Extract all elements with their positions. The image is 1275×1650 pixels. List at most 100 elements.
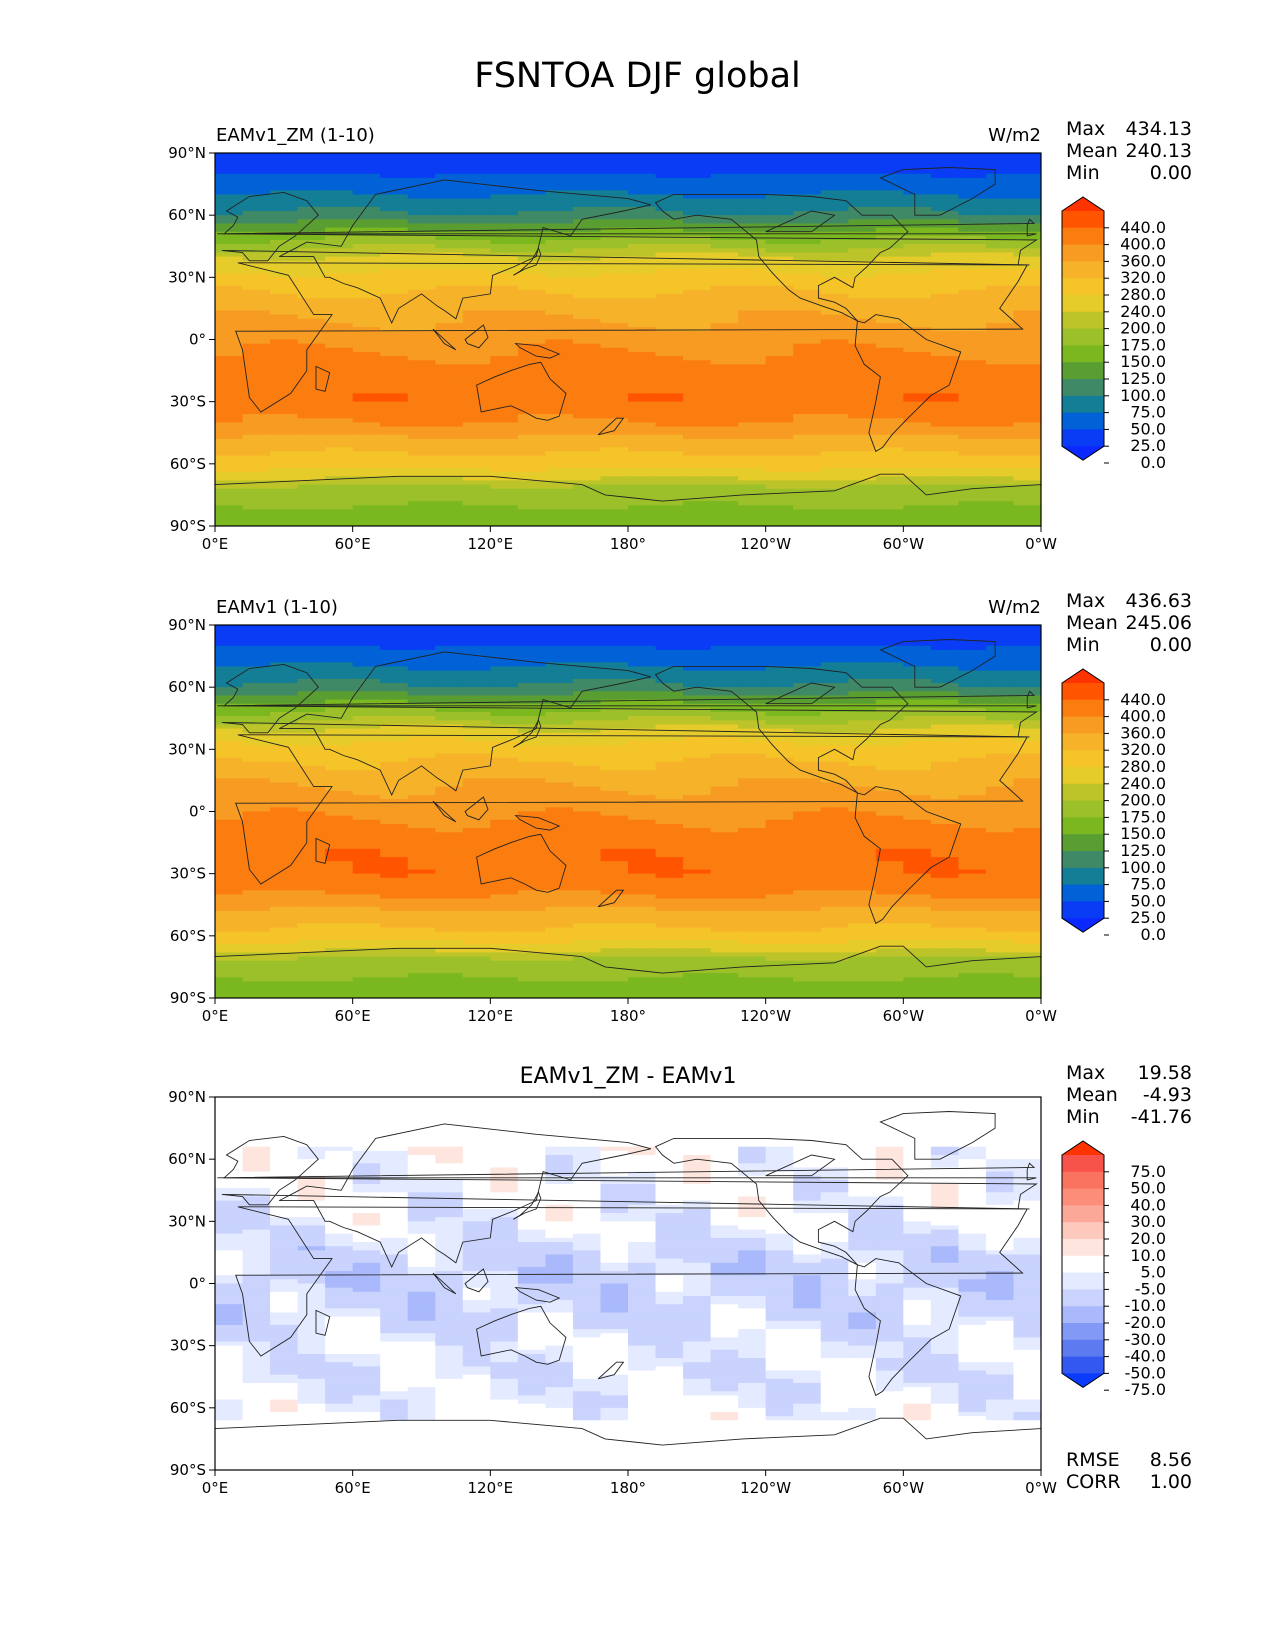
field-cell xyxy=(985,691,1015,697)
field-cell xyxy=(517,244,546,249)
field-cell xyxy=(297,169,326,175)
field-cell xyxy=(572,513,602,519)
field-cell xyxy=(738,745,767,750)
field-cell xyxy=(738,649,767,655)
field-cell xyxy=(600,869,629,875)
field-cell xyxy=(352,459,381,465)
field-cell xyxy=(738,910,767,916)
field-cell xyxy=(985,732,1015,738)
field-cell xyxy=(572,169,602,175)
field-cell xyxy=(352,765,381,771)
field-cell xyxy=(297,426,326,432)
field-cell xyxy=(490,505,519,511)
field-cell xyxy=(600,807,629,813)
field-cell xyxy=(875,674,904,680)
field-cell xyxy=(985,861,1015,866)
field-cell xyxy=(930,368,959,374)
field-cell xyxy=(848,248,877,254)
field-cell xyxy=(958,865,987,871)
field-cell xyxy=(352,206,381,212)
field-cell xyxy=(738,368,767,374)
field-cell xyxy=(683,389,712,394)
field-cell xyxy=(655,919,684,924)
field-cell xyxy=(435,869,464,875)
field-cell xyxy=(600,331,629,336)
field-cell xyxy=(462,699,491,705)
field-cell xyxy=(242,649,271,655)
field-cell xyxy=(930,273,959,278)
field-cell xyxy=(628,790,657,796)
field-cell xyxy=(517,364,546,370)
field-cell xyxy=(242,368,271,374)
field-cell xyxy=(600,840,629,846)
field-cell xyxy=(600,625,629,630)
field-cell xyxy=(628,732,657,738)
field-cell xyxy=(352,774,381,779)
field-cell xyxy=(545,492,574,498)
field-cell xyxy=(765,310,794,316)
field-cell xyxy=(875,625,904,630)
field-cell xyxy=(517,451,546,457)
field-cell xyxy=(297,360,326,365)
field-cell xyxy=(1013,169,1041,175)
field-cell xyxy=(380,666,409,672)
field-cell xyxy=(490,211,519,216)
field-cell xyxy=(600,745,629,750)
field-cell xyxy=(765,898,794,904)
field-cell xyxy=(545,327,574,332)
field-cell xyxy=(793,625,822,630)
field-cell xyxy=(352,343,381,349)
field-cell xyxy=(517,869,546,875)
field-cell xyxy=(517,712,546,717)
field-cell xyxy=(875,215,904,220)
field-cell xyxy=(572,707,602,713)
field-cell xyxy=(270,716,299,721)
field-cell xyxy=(325,496,354,502)
field-cell xyxy=(848,459,877,465)
field-cell xyxy=(380,749,409,755)
field-cell xyxy=(517,757,546,763)
field-cell xyxy=(848,169,877,175)
field-cell xyxy=(242,865,271,871)
field-cell xyxy=(407,861,436,866)
field-cell xyxy=(793,443,822,448)
field-cell xyxy=(325,331,354,336)
field-cell xyxy=(490,915,519,920)
field-cell xyxy=(848,322,877,328)
field-cell xyxy=(517,678,546,684)
field-cell xyxy=(462,865,491,871)
field-cell xyxy=(352,794,381,800)
field-cell xyxy=(793,492,822,498)
field-cell xyxy=(352,414,381,419)
field-cell xyxy=(820,401,849,407)
field-cell xyxy=(903,894,932,900)
stat-max-label: Max xyxy=(1066,118,1105,140)
field-cell xyxy=(215,496,244,502)
field-cell xyxy=(325,298,354,303)
field-cell xyxy=(793,252,822,258)
field-cell xyxy=(462,898,491,904)
field-cell xyxy=(215,666,244,672)
field-cell xyxy=(325,844,354,850)
field-cell xyxy=(517,347,546,353)
field-cell xyxy=(1013,687,1041,692)
field-cell xyxy=(848,376,877,382)
field-cell xyxy=(297,463,326,469)
field-cell xyxy=(655,347,684,353)
field-cell xyxy=(435,302,464,307)
field-cell xyxy=(297,447,326,452)
field-cell xyxy=(215,509,244,515)
field-cell xyxy=(270,699,299,705)
field-cell xyxy=(517,919,546,924)
field-cell xyxy=(325,281,354,287)
field-cell xyxy=(655,765,684,771)
field-cell xyxy=(352,513,381,519)
field-cell xyxy=(517,745,546,750)
field-cell xyxy=(793,277,822,283)
field-cell xyxy=(517,687,546,692)
field-cell xyxy=(793,434,822,440)
field-cell xyxy=(958,405,987,411)
field-cell xyxy=(1013,728,1041,734)
field-cell xyxy=(490,691,519,697)
